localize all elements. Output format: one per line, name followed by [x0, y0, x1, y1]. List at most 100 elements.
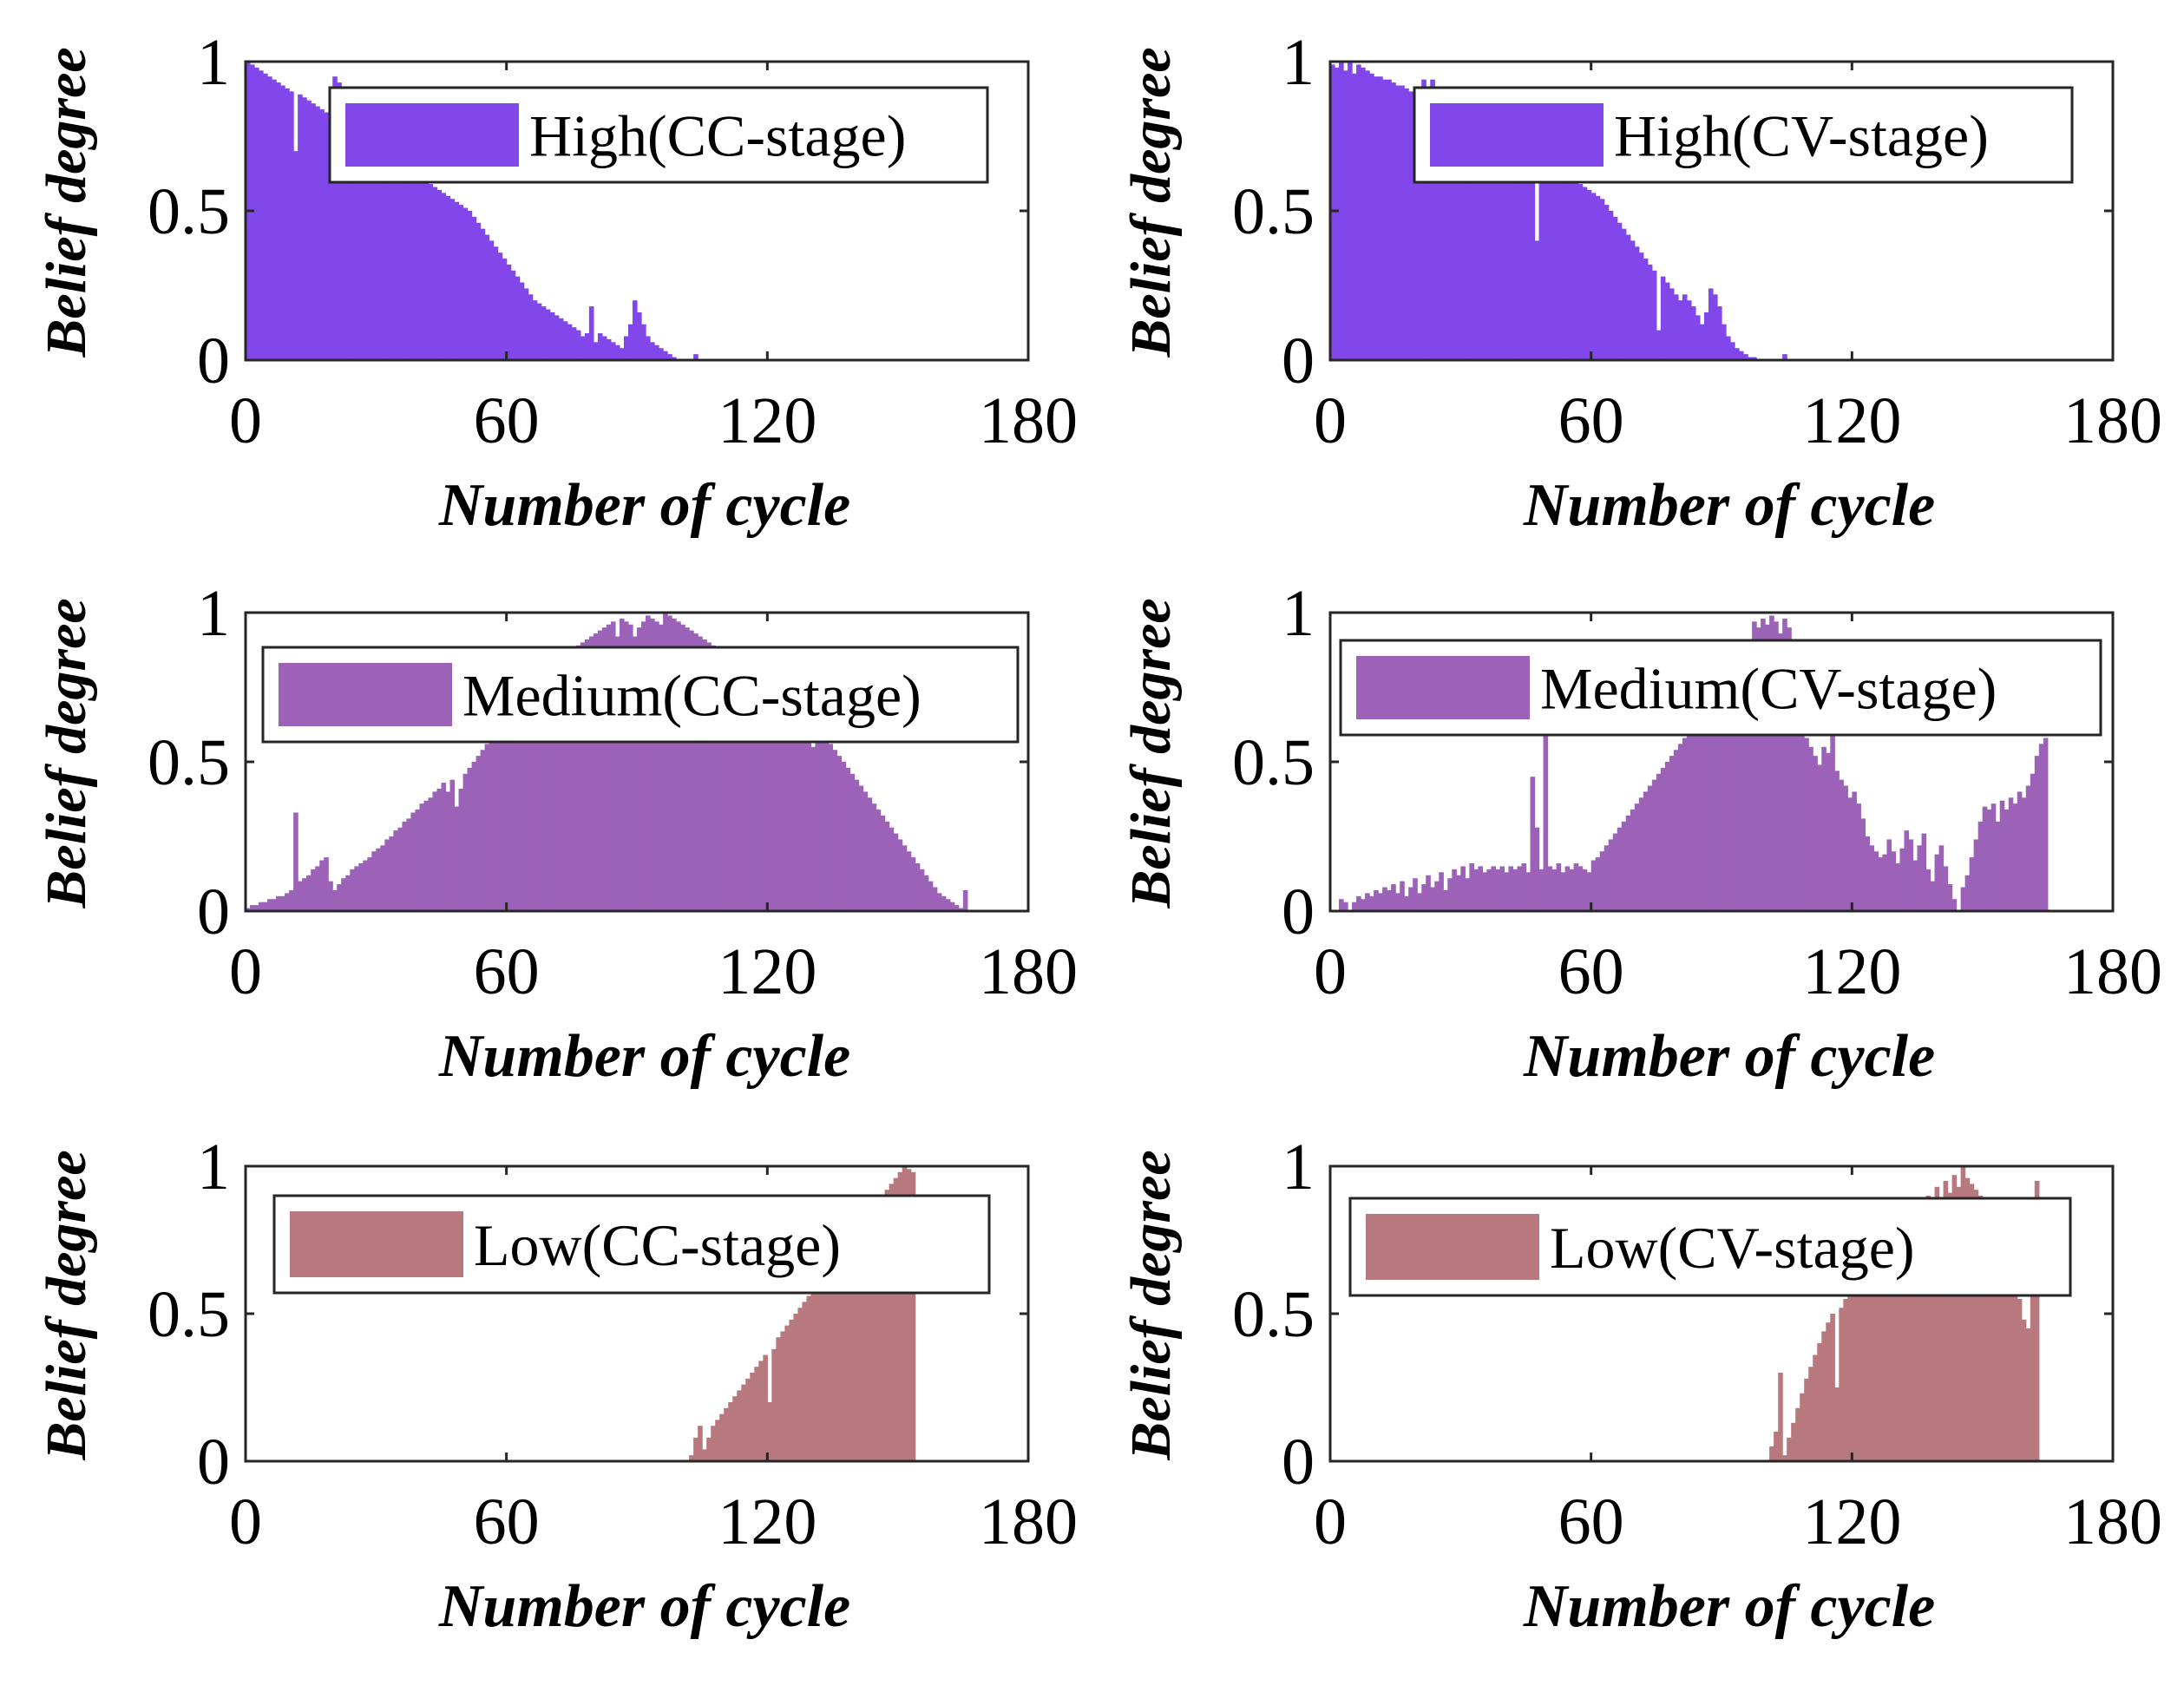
- bar: [1830, 1314, 1835, 1461]
- bar: [680, 624, 685, 911]
- bar: [1956, 1186, 1962, 1461]
- bar: [724, 1407, 729, 1461]
- bar: [1343, 70, 1348, 360]
- x-tick-label: 120: [718, 384, 817, 457]
- bar: [806, 711, 812, 911]
- bar: [337, 884, 342, 911]
- bar: [1882, 1236, 1888, 1461]
- x-tick-label: 0: [1314, 384, 1347, 457]
- bar: [1478, 124, 1483, 361]
- bar: [337, 82, 342, 360]
- bar: [954, 905, 960, 911]
- bar: [1682, 738, 1688, 911]
- bar: [627, 624, 633, 911]
- bar: [436, 788, 443, 911]
- bar: [902, 1166, 908, 1461]
- bar: [1695, 315, 1701, 360]
- bar: [558, 318, 564, 360]
- y-axis-label: Belief degree: [35, 598, 98, 908]
- bar: [1638, 252, 1644, 360]
- chart-panel-high-cv: 0 60 120 180 0 0.5 1 Number of cycle Belief degr…: [1119, 26, 2162, 539]
- bar: [1369, 73, 1374, 360]
- bar: [428, 797, 434, 911]
- bar: [1808, 746, 1813, 911]
- bar: [1499, 866, 1505, 911]
- bar: [449, 199, 456, 360]
- legend-label: High(CC-stage): [529, 103, 906, 169]
- bar: [1986, 810, 1992, 911]
- bar: [519, 282, 525, 360]
- bar: [1821, 1331, 1827, 1461]
- bar: [1834, 771, 1840, 911]
- bar: [1387, 889, 1392, 911]
- bar: [1748, 357, 1753, 360]
- bar: [358, 136, 364, 360]
- bar: [637, 312, 642, 360]
- bar: [285, 893, 290, 911]
- bar: [1852, 1281, 1857, 1461]
- bar: [1638, 797, 1644, 911]
- bar: [1826, 752, 1831, 911]
- bar: [1726, 336, 1731, 360]
- bar: [1413, 91, 1418, 361]
- bar: [2017, 791, 2023, 911]
- x-tick-label: 120: [1802, 384, 1901, 457]
- bar: [506, 264, 512, 360]
- bar: [393, 830, 398, 911]
- bar: [2034, 756, 2040, 911]
- bar: [1400, 85, 1405, 361]
- bar: [893, 1177, 899, 1461]
- bar: [1395, 85, 1400, 361]
- bar: [1365, 70, 1370, 360]
- bar: [1473, 121, 1479, 361]
- bar: [789, 1319, 794, 1461]
- bar: [1960, 1166, 1966, 1461]
- bar: [1495, 869, 1501, 911]
- bar: [1617, 827, 1623, 911]
- bar: [719, 651, 725, 911]
- bar: [267, 76, 272, 360]
- bar: [549, 312, 555, 360]
- bar: [672, 618, 677, 911]
- bar: [1447, 109, 1453, 360]
- x-tick-label: 0: [229, 935, 262, 1008]
- bar: [272, 899, 277, 911]
- bar: [1434, 881, 1440, 911]
- bar: [597, 333, 603, 360]
- bar: [523, 692, 529, 911]
- bar: [285, 88, 290, 361]
- bar: [832, 750, 838, 911]
- bar: [1630, 240, 1636, 360]
- bar: [302, 878, 307, 911]
- bar: [471, 762, 477, 911]
- bar: [428, 184, 434, 360]
- bar: [1977, 1196, 1984, 1461]
- bar: [1408, 887, 1413, 911]
- bar: [711, 1426, 716, 1461]
- bar: [1612, 833, 1618, 911]
- bar: [1921, 1216, 1927, 1461]
- bar: [802, 708, 808, 911]
- x-tick-label: 180: [979, 935, 1078, 1008]
- bar: [315, 866, 320, 911]
- x-tick-label: 60: [474, 935, 540, 1008]
- bar: [754, 1367, 759, 1461]
- bar: [854, 779, 860, 911]
- x-axis-label: Number of cycle: [438, 472, 850, 539]
- bar: [328, 115, 333, 361]
- x-tick-label: 60: [1558, 935, 1624, 1008]
- x-tick-label: 0: [1314, 935, 1347, 1008]
- legend: High(CV-stage): [1413, 86, 2074, 184]
- bar: [1582, 187, 1588, 360]
- bar: [737, 1390, 742, 1461]
- bar: [289, 889, 294, 911]
- bar: [259, 70, 264, 360]
- bar: [510, 270, 516, 360]
- bar: [871, 803, 877, 911]
- bar: [402, 166, 408, 360]
- bar: [484, 234, 490, 360]
- x-axis-label: Number of cycle: [1523, 1023, 1935, 1090]
- bar: [1995, 821, 2001, 911]
- bar: [706, 642, 712, 911]
- bar: [397, 827, 403, 911]
